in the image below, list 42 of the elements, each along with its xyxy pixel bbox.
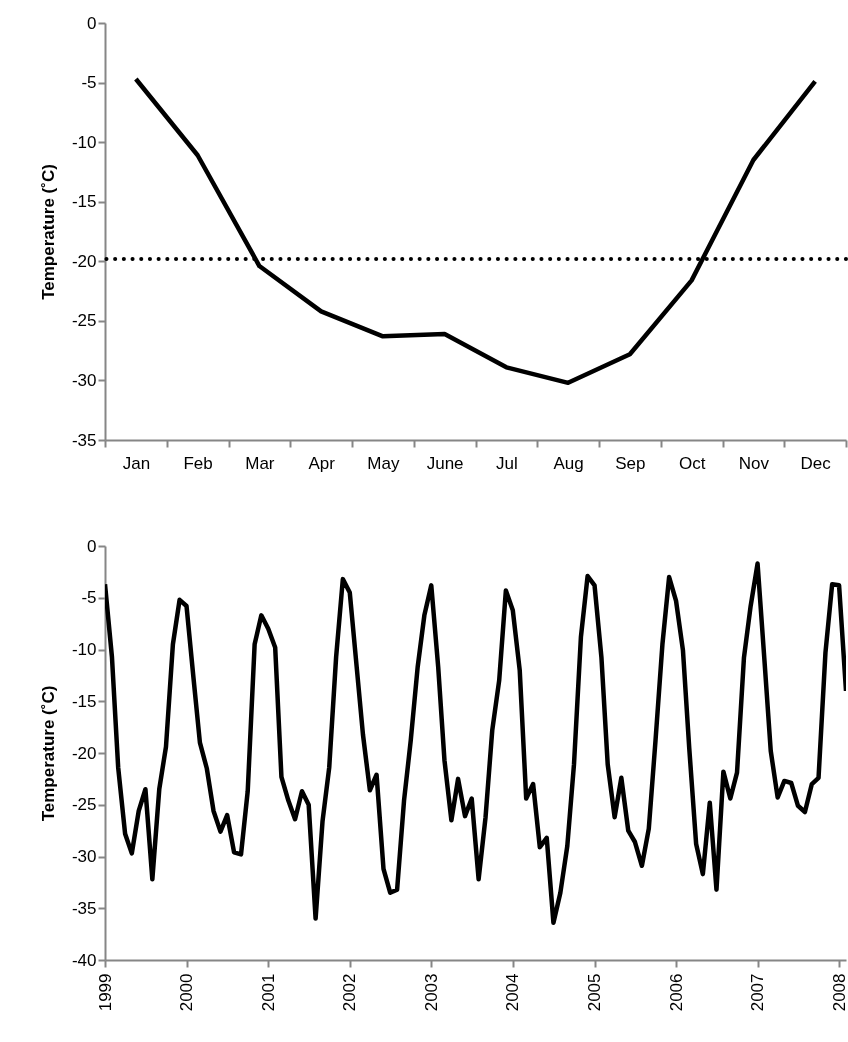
x-tick-label: Aug xyxy=(553,453,584,473)
x-tick-label: 2006 xyxy=(666,973,686,1012)
y-tick-label: -10 xyxy=(71,640,97,659)
y-tick-label: -5 xyxy=(81,73,97,93)
y-axis-title: Temperature (˚C) xyxy=(38,164,58,300)
x-tick-label: June xyxy=(426,453,464,473)
x-tick-label: May xyxy=(367,453,400,473)
x-tick-label: 2005 xyxy=(585,973,605,1012)
y-tick-label: -20 xyxy=(71,251,97,271)
x-tick-label: 2004 xyxy=(503,973,523,1012)
x-tick-label: Nov xyxy=(738,453,770,473)
x-tick-label: 1999 xyxy=(95,973,115,1012)
x-tick-label: 2003 xyxy=(421,973,441,1012)
y-tick-label: -30 xyxy=(71,847,97,866)
x-tick-label: 2001 xyxy=(258,973,278,1012)
y-axis-title: Temperature (˚C) xyxy=(38,685,58,822)
x-tick-label: Mar xyxy=(245,453,275,473)
y-tick-label: -25 xyxy=(71,795,97,815)
y-tick-label: -15 xyxy=(71,192,97,212)
x-tick-label: Sep xyxy=(615,453,646,473)
x-tick-label: Jul xyxy=(496,453,518,473)
x-tick-label: Dec xyxy=(800,453,832,473)
y-tick-label: -35 xyxy=(71,898,97,918)
line-series xyxy=(105,561,846,925)
y-tick-label: -10 xyxy=(71,132,97,152)
y-tick-label: -15 xyxy=(71,691,97,711)
x-tick-label: 2002 xyxy=(340,973,360,1012)
y-tick-label: -40 xyxy=(71,950,97,970)
y-tick-label: -25 xyxy=(71,311,97,331)
y-tick-label: -35 xyxy=(71,430,97,450)
x-tick-label: 2008 xyxy=(829,973,848,1012)
y-tick-label: -5 xyxy=(81,588,97,608)
x-tick-label: Jan xyxy=(122,453,151,473)
x-tick-label: 2007 xyxy=(748,973,768,1012)
x-tick-label: Feb xyxy=(183,453,213,473)
x-tick-label: 2000 xyxy=(177,973,197,1012)
x-tick-label: Oct xyxy=(678,453,706,473)
y-tick-label: 0 xyxy=(87,536,97,556)
y-tick-label: -20 xyxy=(71,743,97,763)
y-tick-label: -30 xyxy=(71,370,97,390)
y-tick-label: 0 xyxy=(87,13,97,33)
x-tick-label: Apr xyxy=(308,453,336,473)
